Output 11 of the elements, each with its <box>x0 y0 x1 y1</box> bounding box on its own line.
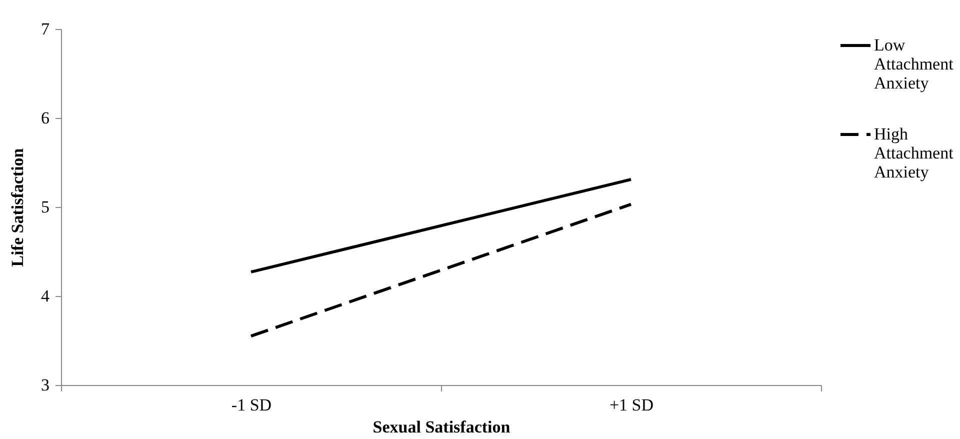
x-axis-title: Sexual Satisfaction <box>372 418 511 436</box>
y-tick-label: 7 <box>41 20 50 38</box>
legend-label: High Attachment Anxiety <box>874 124 954 182</box>
x-tick-label: -1 SD <box>231 396 272 414</box>
x-tick-label: +1 SD <box>609 396 654 414</box>
y-axis-title: Life Satisfaction <box>8 148 27 267</box>
legend-label: Low Attachment Anxiety <box>874 36 954 92</box>
y-tick-label: 3 <box>41 376 50 394</box>
y-tick-label: 4 <box>41 286 50 306</box>
y-tick-label: 6 <box>41 108 50 128</box>
y-tick-label: 5 <box>41 198 50 216</box>
